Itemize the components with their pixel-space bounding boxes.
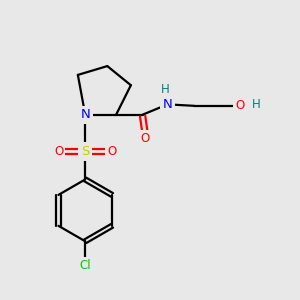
Text: Cl: Cl xyxy=(80,259,91,272)
Text: O: O xyxy=(235,99,244,112)
Text: H: H xyxy=(252,98,260,111)
Text: N: N xyxy=(80,108,90,121)
Text: H: H xyxy=(161,83,170,96)
Text: O: O xyxy=(54,145,63,158)
Text: N: N xyxy=(163,98,172,111)
Text: O: O xyxy=(107,145,116,158)
Text: S: S xyxy=(81,145,89,158)
Text: O: O xyxy=(140,132,150,145)
